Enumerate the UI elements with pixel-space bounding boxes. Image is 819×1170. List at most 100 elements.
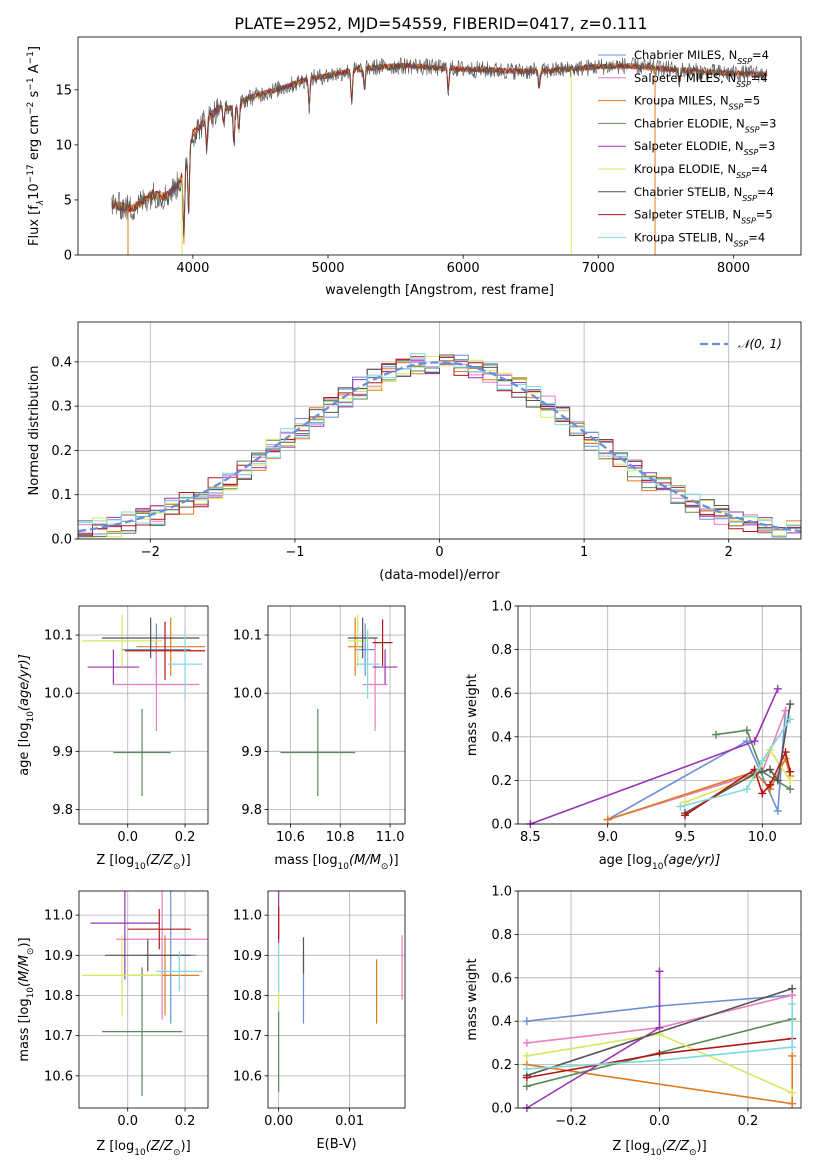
y-tick-label: 0.4	[491, 730, 512, 745]
legend-label: Chabrier MILES, NSSP=4	[634, 48, 769, 66]
age_vs_mass-frame	[267, 605, 406, 825]
y-tick-label: 10.9	[233, 949, 262, 964]
legend-label-sub: SSP	[734, 239, 749, 248]
y-tick-label: 10.0	[44, 687, 73, 702]
age-vs-Z-xlabel-part: (Z/Z	[146, 853, 174, 868]
y-tick-label: 1.0	[491, 600, 512, 615]
y-tick-label: 0.2	[51, 444, 72, 459]
spectrum-lines	[111, 57, 768, 255]
weight-vs-Z-xlabel-part: (Z/Z	[662, 1139, 690, 1154]
y-tick-label: 9.8	[241, 803, 262, 818]
weight-vs-Z-xlabel: Z [log10(Z/Z⊙)]	[612, 1139, 706, 1158]
weight_vs_age-lines	[526, 684, 795, 828]
y-tick-label: 10	[55, 138, 72, 153]
mass-vs-Z-xlabel-part: 10	[134, 1148, 146, 1158]
age_vs_mass-points	[280, 614, 398, 797]
y-tick-label: 0.6	[491, 687, 512, 702]
x-tick-label: 8000	[717, 261, 750, 276]
legend-label: Kroupa STELIB, NSSP=4	[634, 230, 765, 248]
legend-label-sub: SSP	[736, 79, 751, 88]
mass-vs-Z-xlabel: Z [log10(Z/Z⊙)]	[96, 1139, 190, 1158]
y-tick-label: 10.7	[44, 1029, 73, 1044]
x-tick-label: 0.2	[738, 1114, 759, 1129]
x-tick-label: 10.8	[326, 830, 355, 845]
mass-vs-Z-ylabel: mass [log10(M/M⊙)]	[17, 937, 36, 1061]
residuals-hists	[78, 353, 801, 538]
y-tick-label: 0.8	[491, 928, 512, 943]
x-tick-label: 10.0	[748, 830, 777, 845]
weight-series-6	[526, 987, 793, 1077]
age-vs-Z-xlabel-part: 10	[134, 862, 146, 872]
y-tick-label: 10.1	[44, 629, 73, 644]
y-tick-label: 9.9	[241, 745, 262, 760]
y-tick-label: 0.6	[491, 971, 512, 986]
x-tick-label: 8.5	[520, 830, 541, 845]
mass-vs-Z-xlabel-part: Z [log	[96, 1139, 134, 1154]
weight-vs-Z-xlabel-part: ⊙	[689, 1148, 697, 1158]
weight-vs-age-xlabel-part: (age/yr)]	[663, 853, 720, 868]
x-tick-label: −1	[285, 545, 304, 560]
legend-label-sub: SSP	[741, 216, 756, 225]
weight-vs-Z-xlabel-part: Z [log	[612, 1139, 650, 1154]
y-tick-label: 0.1	[51, 488, 72, 503]
mass-vs-Z-ylabel-part: mass [log	[17, 998, 32, 1061]
residuals-xlabel: (data-model)/error	[379, 568, 500, 583]
y-tick-label: 11.0	[44, 909, 73, 924]
spectrum-series-7	[111, 61, 768, 237]
y-tick-label: 10.6	[233, 1069, 262, 1084]
mass_vs_ebv-axes: 0.00 0.01 10.6 10.7 10.8 10.9 11.0 E(B-V)	[233, 891, 405, 1152]
x-tick-label: 0.00	[264, 1114, 293, 1129]
age-vs-mass-xlabel: mass [log10(M/M⊙)]	[274, 853, 398, 872]
x-tick-label: 0.2	[175, 830, 196, 845]
legend-label-main: Chabrier MILES, N	[634, 48, 737, 62]
legend-label-sub: SSP	[736, 171, 751, 180]
legend-label: Chabrier ELODIE, NSSP=3	[634, 116, 776, 133]
x-tick-label: 0.0	[649, 1114, 670, 1129]
y-tick-label: 10.8	[44, 989, 73, 1004]
normal-curve	[78, 361, 801, 533]
legend-label-tail: =4	[752, 48, 769, 62]
x-tick-label: 0.2	[175, 1114, 196, 1129]
legend-label: Chabrier STELIB, NSSP=4	[634, 185, 774, 203]
legend-label: Kroupa ELODIE, NSSP=4	[634, 162, 768, 180]
weight-series-0	[607, 710, 787, 821]
y-tick-label: 0.2	[491, 1058, 512, 1073]
y-tick-label: 15	[55, 83, 72, 98]
legend-label-tail: =4	[751, 162, 768, 176]
figure-title: PLATE=2952, MJD=54559, FIBERID=0417, z=0…	[234, 14, 647, 33]
legend-label-main: Kroupa STELIB, N	[634, 230, 734, 244]
spectrum-frame	[77, 36, 802, 256]
mass_vs_ebv-frame	[267, 890, 406, 1109]
legend-label-sub: SSP	[742, 193, 757, 202]
x-tick-label: −2	[141, 545, 160, 560]
y-tick-label: 10.8	[233, 989, 262, 1004]
spectrum-series-6	[111, 57, 768, 233]
weight_vs_age-ylabel: mass weight	[465, 674, 480, 756]
weight-series-7	[684, 749, 791, 816]
age-vs-Z-xlabel-part: Z [log	[96, 853, 134, 868]
x-tick-label: 0	[435, 545, 443, 560]
y-tick-label: 10.7	[233, 1029, 262, 1044]
weight_vs_Z-frame	[517, 890, 802, 1109]
legend-label-tail: =5	[743, 94, 760, 108]
age-vs-Z-xlabel-part: )]	[181, 853, 191, 868]
x-tick-label: 9.5	[675, 830, 696, 845]
age-vs-Z-ylabel-part: age [log	[17, 723, 32, 776]
weight_vs_Z-lines	[522, 967, 797, 1112]
legend-label-main: Salpeter STELIB, N	[634, 208, 741, 222]
weight-vs-age-xlabel-part: 10	[652, 862, 664, 872]
legend-label-sub: SSP	[744, 148, 759, 157]
y-tick-label: 0.0	[51, 533, 72, 548]
spectrum-ylabel-part: Flux [f	[27, 205, 42, 246]
y-tick-label: 5	[64, 193, 72, 208]
mass-vs-Z-ylabel-part: (M/M	[17, 955, 32, 987]
legend-label-main: Chabrier STELIB, N	[634, 185, 742, 199]
spectrum-xlabel: wavelength [Angstrom, rest frame]	[325, 283, 554, 298]
age-vs-Z-ylabel-part: 10	[26, 711, 36, 723]
age-vs-mass-xlabel-part: 10	[338, 862, 350, 872]
age-vs-mass-xlabel-part: (M/M	[349, 853, 381, 868]
spectrum-ylabel: Flux [fλ10−17 erg cm−2 s−1 A−1]	[26, 46, 46, 246]
mass_vs_Z-axes: 0.0 0.210.610.710.810.911.0Z [log10(Z/Z⊙)…	[17, 891, 208, 1158]
weight_vs_Z-ylabel: mass weight	[465, 958, 480, 1040]
